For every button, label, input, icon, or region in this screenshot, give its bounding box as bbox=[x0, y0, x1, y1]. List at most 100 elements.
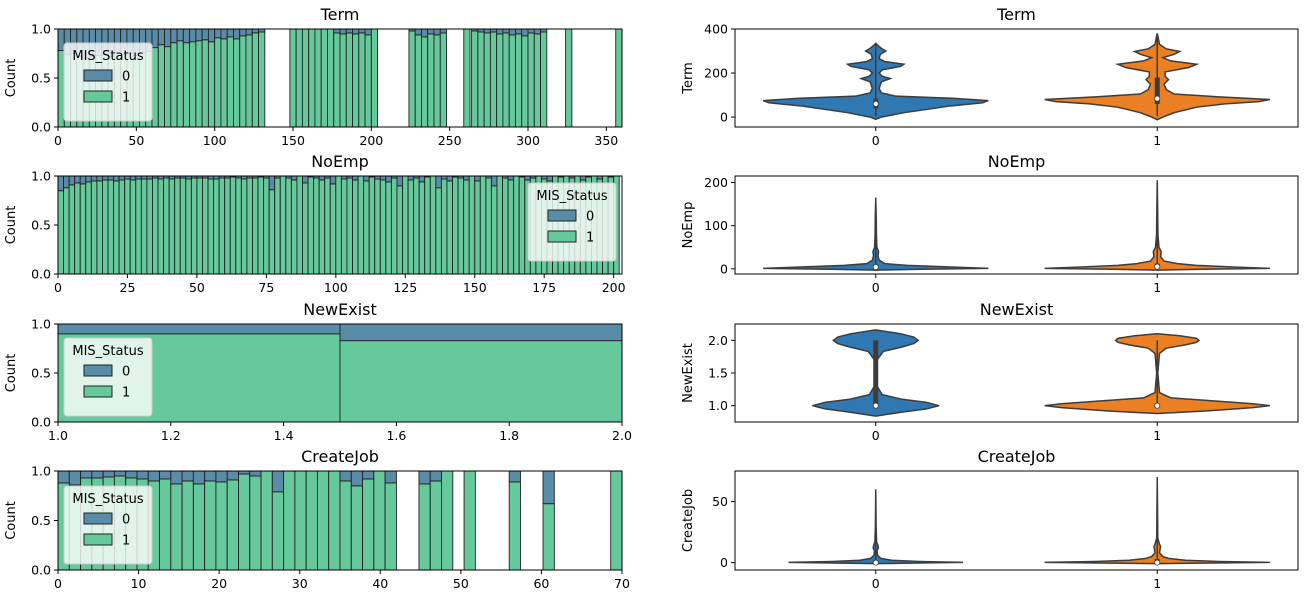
bar-status-0 bbox=[85, 175, 92, 183]
bar-status-1 bbox=[379, 179, 387, 275]
term_violin: 0 1 0 200 400 Term Term bbox=[681, 5, 1299, 148]
bar-status-1 bbox=[135, 178, 142, 275]
bar-status-0 bbox=[107, 175, 115, 181]
bar-status-1 bbox=[339, 340, 623, 423]
bar-status-1 bbox=[289, 28, 297, 128]
bar-status-1 bbox=[314, 28, 322, 128]
legend-swatch-1 bbox=[83, 533, 113, 546]
bar-status-1 bbox=[540, 31, 548, 128]
bar-status-1 bbox=[413, 177, 420, 275]
bar-status-0 bbox=[385, 175, 392, 183]
bar-status-1 bbox=[502, 32, 510, 128]
y-axis-label: NoEmp bbox=[681, 202, 696, 249]
bar-status-1 bbox=[85, 181, 92, 275]
x-tick-label: 175 bbox=[532, 280, 556, 295]
bar-status-1 bbox=[68, 184, 76, 275]
bar-status-0 bbox=[271, 470, 285, 493]
x-tick-label: 30 bbox=[292, 576, 308, 591]
bar-status-1 bbox=[440, 178, 448, 275]
bar-status-1 bbox=[195, 40, 203, 128]
bar-status-1 bbox=[305, 470, 318, 571]
bar-status-1 bbox=[490, 185, 498, 275]
bar-status-1 bbox=[201, 39, 209, 128]
axes-frame bbox=[734, 175, 1299, 275]
bar-status-0 bbox=[207, 28, 216, 43]
bar-status-0 bbox=[204, 470, 217, 482]
bar-status-1 bbox=[294, 470, 307, 571]
bar-status-1 bbox=[226, 479, 239, 571]
bar-status-0 bbox=[182, 28, 191, 44]
bar-status-1 bbox=[358, 32, 366, 128]
bar-status-0 bbox=[350, 470, 364, 487]
bar-status-0 bbox=[129, 175, 137, 181]
bar-status-1 bbox=[340, 178, 348, 275]
bar-status-0 bbox=[508, 28, 516, 36]
bar-status-0 bbox=[251, 28, 259, 34]
y-tick-label: 1.5 bbox=[708, 366, 728, 381]
bar-status-0 bbox=[176, 28, 184, 42]
x-tick-label: 1 bbox=[1153, 576, 1161, 591]
y-tick-label: 0.5 bbox=[31, 71, 51, 86]
bar-status-0 bbox=[421, 28, 429, 38]
chart-title: NoEmp bbox=[988, 152, 1046, 171]
bar-status-1 bbox=[285, 177, 292, 275]
x-tick-label: 150 bbox=[463, 280, 487, 295]
x-tick-label: 1 bbox=[1153, 133, 1161, 148]
legend: MIS_Status 0 1 bbox=[527, 182, 617, 262]
bar-status-1 bbox=[238, 473, 251, 571]
legend-swatch-0 bbox=[83, 69, 113, 82]
bar-status-0 bbox=[474, 175, 481, 182]
x-tick-label: 75 bbox=[258, 280, 274, 295]
violin-median-1 bbox=[1154, 402, 1161, 409]
bar-status-1 bbox=[352, 33, 360, 128]
x-tick-label: 10 bbox=[131, 576, 147, 591]
bar-status-1 bbox=[152, 177, 159, 275]
legend-label-0: 0 bbox=[122, 513, 130, 528]
bar-status-0 bbox=[379, 175, 387, 181]
bar-status-1 bbox=[240, 178, 248, 275]
bar-status-1 bbox=[185, 178, 192, 275]
bar-status-1 bbox=[170, 42, 178, 128]
bar-status-0 bbox=[515, 28, 523, 35]
bar-status-1 bbox=[477, 31, 485, 128]
legend-label-1: 1 bbox=[586, 231, 594, 246]
chart-title: NewExist bbox=[303, 300, 377, 319]
bar-status-1 bbox=[463, 28, 471, 128]
bar-status-0 bbox=[363, 175, 370, 182]
bar-status-1 bbox=[518, 176, 526, 275]
bar-status-1 bbox=[316, 470, 330, 571]
bar-status-1 bbox=[239, 35, 247, 128]
legend-swatch-0 bbox=[83, 512, 113, 525]
bar-status-0 bbox=[546, 175, 553, 182]
bar-status-1 bbox=[357, 175, 365, 275]
bar-status-0 bbox=[542, 470, 555, 505]
bar-status-0 bbox=[90, 175, 98, 182]
bar-status-0 bbox=[220, 28, 228, 40]
violin-median-1 bbox=[1154, 95, 1161, 102]
bar-status-1 bbox=[485, 177, 492, 275]
bar-status-1 bbox=[385, 181, 392, 275]
bar-status-0 bbox=[226, 470, 239, 481]
y-tick-label: 0 bbox=[720, 555, 728, 570]
bar-status-0 bbox=[68, 175, 76, 186]
bar-status-0 bbox=[318, 175, 326, 181]
bar-status-1 bbox=[235, 177, 242, 275]
bar-status-0 bbox=[68, 470, 82, 486]
bar-status-1 bbox=[396, 185, 403, 275]
bar-status-1 bbox=[295, 28, 303, 128]
bar-status-1 bbox=[96, 180, 103, 275]
bar-status-1 bbox=[328, 470, 341, 571]
x-tick-label: 50 bbox=[189, 280, 205, 295]
bar-status-1 bbox=[418, 181, 426, 275]
bar-status-0 bbox=[91, 470, 104, 479]
bar-status-1 bbox=[508, 34, 516, 128]
bar-status-1 bbox=[257, 176, 265, 275]
x-tick-label: 25 bbox=[120, 280, 136, 295]
noemp_hist: 0 25 50 75 100 125 150 175 200 0.0 0.5 1.0 NoEmp Coun… bbox=[4, 152, 626, 295]
chart-title: Term bbox=[320, 5, 360, 24]
bar-status-0 bbox=[290, 175, 298, 181]
bar-status-1 bbox=[433, 34, 441, 128]
bar-status-0 bbox=[333, 28, 341, 34]
createjob_violin: 0 1 0 50 CreateJob CreateJob bbox=[681, 447, 1299, 591]
